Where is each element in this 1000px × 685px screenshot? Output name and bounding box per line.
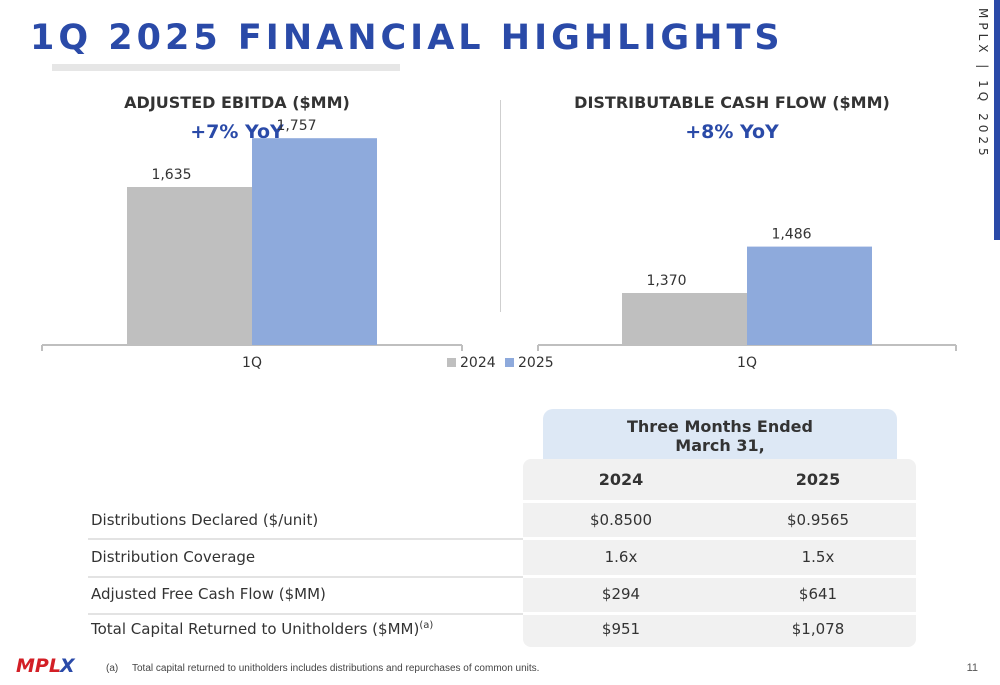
bar-2024: [622, 293, 747, 345]
logo-letter-blue: X: [59, 655, 76, 677]
row-label-total-capital-returned: Total Capital Returned to Unitholders ($…: [91, 620, 433, 638]
column-header-2024: 2024: [598, 470, 644, 489]
table-values-panel: [523, 459, 916, 647]
row-label-adjusted-fcf: Adjusted Free Cash Flow ($MM): [91, 585, 326, 603]
data-label: 1,370: [646, 273, 686, 289]
cell-distributions-2024: $0.8500: [589, 511, 653, 529]
legend-swatch-2024: [447, 358, 456, 367]
row-divider: [88, 576, 523, 578]
cell-capital-returned-2024: $951: [601, 620, 641, 638]
bar-2025: [747, 246, 872, 345]
chart-divider: [500, 100, 501, 312]
cell-distributions-2025: $0.9565: [786, 511, 850, 529]
footnote-ref: (a): [419, 620, 434, 631]
row-label-text: Total Capital Returned to Unitholders ($…: [91, 620, 420, 638]
mplx-logo-icon: MPL X: [16, 655, 76, 677]
side-label-text: MPLX | 1Q 2025: [976, 8, 990, 160]
row-divider: [523, 575, 916, 578]
table-period-line1: Three Months Ended: [627, 417, 813, 436]
bar-2025: [252, 138, 377, 345]
cell-fcf-2024: $294: [601, 585, 641, 603]
page-title: 1Q 2025 FINANCIAL HIGHLIGHTS: [30, 18, 784, 58]
side-label: MPLX | 1Q 2025: [972, 8, 994, 238]
row-divider: [523, 500, 916, 503]
chart-subtitle: +8% YoY: [685, 121, 779, 143]
chart-subtitle: +7% YoY: [190, 121, 284, 143]
title-underline: [52, 64, 400, 71]
page-number: 11: [966, 662, 978, 674]
chart-title: ADJUSTED EBITDA ($MM): [124, 93, 350, 112]
row-label-distribution-coverage: Distribution Coverage: [91, 548, 256, 566]
cell-capital-returned-2025: $1,078: [791, 620, 845, 638]
logo-letters-red: MPL: [16, 655, 61, 677]
legend-label: 2024: [460, 355, 496, 371]
row-divider: [523, 537, 916, 540]
cell-fcf-2025: $641: [798, 585, 838, 603]
row-divider: [88, 613, 523, 615]
column-header-2025: 2025: [795, 470, 841, 489]
footnote-text: Total capital returned to unitholders in…: [132, 663, 540, 674]
legend-swatch-2025: [505, 358, 514, 367]
row-divider: [88, 538, 523, 540]
row-label-distributions-declared: Distributions Declared ($/unit): [91, 511, 319, 529]
footnote-marker: (a): [106, 663, 119, 674]
x-tick-label: 1Q: [737, 355, 757, 371]
data-label: 1,635: [151, 167, 191, 183]
bar-2024: [127, 187, 252, 345]
row-divider: [523, 612, 916, 615]
table-period-header: Three Months Ended March 31,: [543, 409, 897, 463]
x-tick-label: 1Q: [242, 355, 262, 371]
data-label: 1,486: [771, 227, 811, 243]
legend-label: 2025: [518, 355, 554, 371]
cell-coverage-2025: 1.5x: [801, 548, 835, 566]
side-accent-bar: [994, 0, 1000, 240]
cell-coverage-2024: 1.6x: [604, 548, 638, 566]
data-label: 1,757: [276, 118, 316, 134]
chart-title: DISTRIBUTABLE CASH FLOW ($MM): [574, 93, 890, 112]
table-period-line2: March 31,: [675, 436, 765, 455]
charts-area: ADJUSTED EBITDA ($MM) +7% YoY 1,635 1,757 1Q…: [41, 93, 957, 371]
